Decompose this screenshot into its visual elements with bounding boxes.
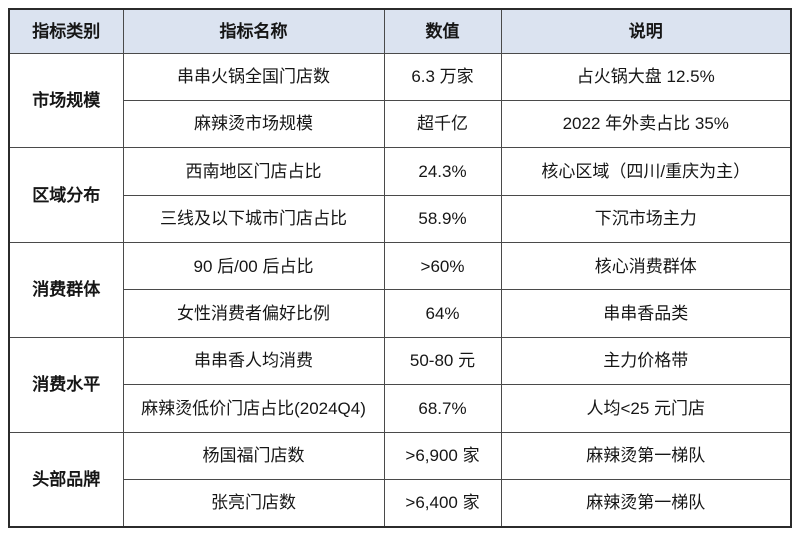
table-row: 消费水平 串串香人均消费 50-80 元 主力价格带 — [8, 336, 792, 433]
indicator-value-cell: >6,400 家 — [383, 479, 502, 528]
table-row: 消费群体 90 后/00 后占比 >60% 核心消费群体 — [8, 242, 792, 338]
category-cell-spend-level: 消费水平 — [8, 336, 124, 433]
header-cell-name: 指标名称 — [122, 8, 385, 54]
indicator-table: 指标类别 指标名称 数值 说明 市场规模 串串火锅全国门店数 6.3 万家 占火… — [8, 8, 792, 528]
indicator-name-cell: 90 后/00 后占比 — [122, 242, 385, 291]
table-row: 张亮门店数 >6,400 家 麻辣烫第一梯队 — [9, 479, 792, 528]
header-cell-value: 数值 — [383, 8, 502, 54]
indicator-value-cell: 68.7% — [383, 384, 502, 433]
indicator-value-cell: 超千亿 — [383, 99, 502, 149]
indicator-name-cell: 串串香人均消费 — [122, 336, 385, 386]
indicator-note-cell: 人均<25 元门店 — [500, 384, 792, 433]
header-cell-note: 说明 — [500, 8, 792, 54]
table-header-row: 指标类别 指标名称 数值 说明 — [8, 8, 792, 54]
indicator-name-cell: 三线及以下城市门店占比 — [122, 194, 385, 244]
indicator-name-cell: 串串火锅全国门店数 — [122, 52, 385, 101]
indicator-value-cell: 64% — [383, 289, 502, 338]
indicator-name-cell: 麻辣烫市场规模 — [122, 99, 385, 149]
indicator-name-cell: 西南地区门店占比 — [122, 147, 385, 196]
indicator-value-cell: >60% — [383, 242, 502, 291]
indicator-value-cell: 50-80 元 — [383, 336, 502, 386]
indicator-note-cell: 核心消费群体 — [500, 242, 792, 291]
table-row: 市场规模 串串火锅全国门店数 6.3 万家 占火锅大盘 12.5% — [8, 52, 792, 149]
header-cell-category: 指标类别 — [8, 8, 124, 54]
indicator-note-cell: 核心区域（四川/重庆为主） — [500, 147, 792, 196]
table-row: 女性消费者偏好比例 64% 串串香品类 — [9, 289, 792, 338]
indicator-note-cell: 占火锅大盘 12.5% — [500, 52, 792, 101]
category-cell-consumer-group: 消费群体 — [8, 242, 124, 338]
indicator-note-cell: 麻辣烫第一梯队 — [500, 431, 792, 481]
indicator-note-cell: 串串香品类 — [500, 289, 792, 338]
indicator-value-cell: 58.9% — [383, 194, 502, 244]
indicator-name-cell: 杨国福门店数 — [122, 431, 385, 481]
category-cell-market-scale: 市场规模 — [8, 52, 124, 149]
indicator-note-cell: 麻辣烫第一梯队 — [500, 479, 792, 528]
indicator-note-cell: 主力价格带 — [500, 336, 792, 386]
table-row: 麻辣烫低价门店占比(2024Q4) 68.7% 人均<25 元门店 — [9, 384, 792, 433]
table-row: 区域分布 西南地区门店占比 24.3% 核心区域（四川/重庆为主） — [8, 147, 792, 244]
indicator-name-cell: 张亮门店数 — [122, 479, 385, 528]
indicator-value-cell: 6.3 万家 — [383, 52, 502, 101]
table-row: 三线及以下城市门店占比 58.9% 下沉市场主力 — [9, 194, 792, 244]
indicator-note-cell: 2022 年外卖占比 35% — [500, 99, 792, 149]
indicator-value-cell: 24.3% — [383, 147, 502, 196]
indicator-note-cell: 下沉市场主力 — [500, 194, 792, 244]
category-cell-region: 区域分布 — [8, 147, 124, 244]
indicator-name-cell: 麻辣烫低价门店占比(2024Q4) — [122, 384, 385, 433]
table-row: 麻辣烫市场规模 超千亿 2022 年外卖占比 35% — [9, 99, 792, 149]
category-cell-top-brands: 头部品牌 — [8, 431, 124, 528]
table-row: 头部品牌 杨国福门店数 >6,900 家 麻辣烫第一梯队 — [8, 431, 792, 528]
indicator-name-cell: 女性消费者偏好比例 — [122, 289, 385, 338]
indicator-value-cell: >6,900 家 — [383, 431, 502, 481]
